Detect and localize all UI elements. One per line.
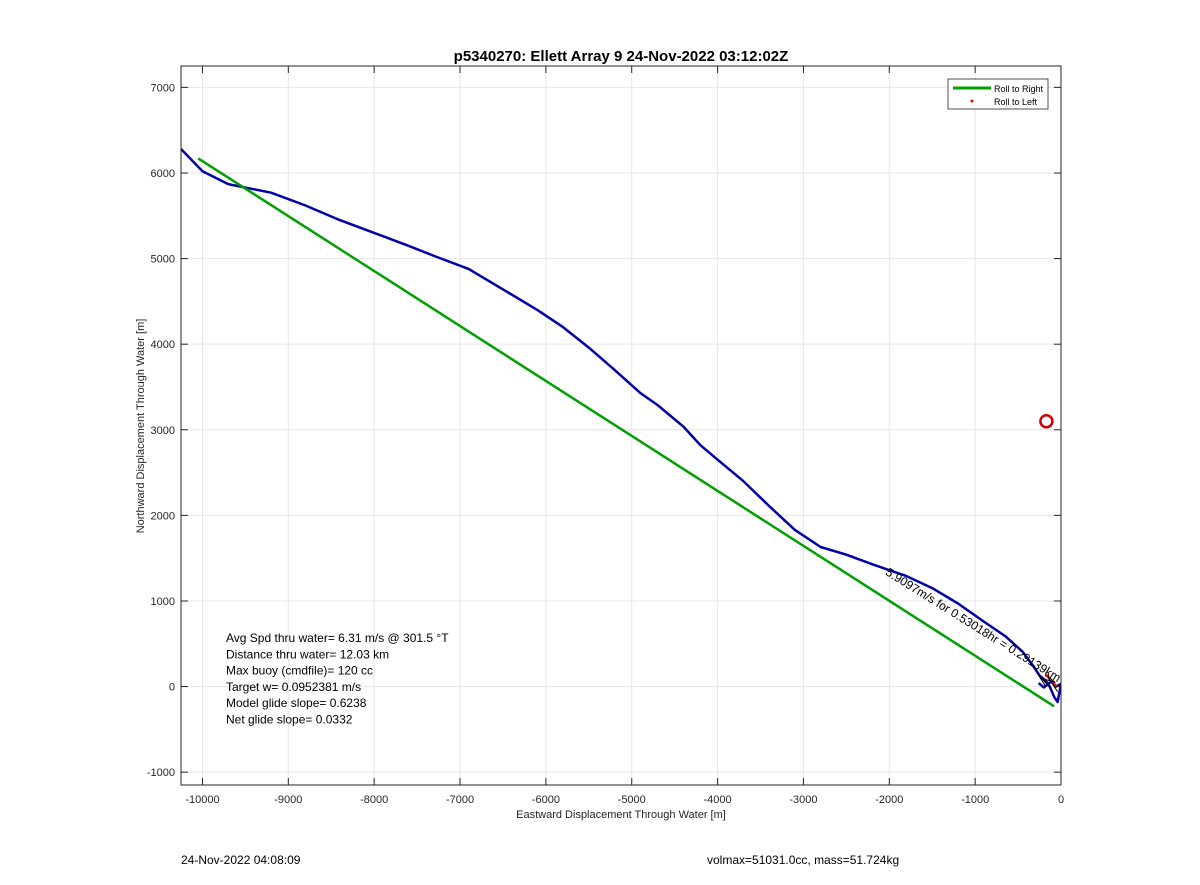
- x-tick-label: -5000: [618, 794, 646, 806]
- x-tick-label: -6000: [532, 794, 560, 806]
- x-tick-label: -2000: [875, 794, 903, 806]
- marker-circle: [1039, 413, 1054, 429]
- series-layer: [181, 148, 1061, 708]
- x-tick-label: -10000: [185, 794, 219, 806]
- summary-line: Avg Spd thru water= 6.31 m/s @ 301.5 °T: [226, 631, 449, 645]
- y-tick-label: 4000: [151, 339, 175, 351]
- chart-title: p5340270: Ellett Array 9 24-Nov-2022 03:…: [454, 48, 789, 65]
- x-axis-label: Eastward Displacement Through Water [m]: [516, 809, 726, 821]
- x-tick-label: -4000: [704, 794, 732, 806]
- y-tick-label: 2000: [151, 510, 175, 522]
- axis-ticks: -10000 -9000 -8000 -7000 -6000 -5000 -4000 -300…: [147, 66, 1064, 806]
- y-tick-label: 7000: [151, 82, 175, 94]
- series-line-3: [1036, 672, 1059, 692]
- legend: Roll to Right Roll to Left: [947, 78, 1049, 110]
- summary-line: Target w= 0.0952381 m/s: [226, 680, 361, 694]
- y-tick-label: 1000: [151, 596, 175, 608]
- y-tick-label: 0: [169, 682, 175, 694]
- y-tick-label: -1000: [147, 767, 175, 779]
- y-axis-label: Northward Displacement Through Water [m]: [135, 319, 147, 534]
- y-tick-label: 3000: [151, 425, 175, 437]
- summary-line: Distance thru water= 12.03 km: [226, 647, 389, 661]
- summary-line: Max buoy (cmdfile)= 120 cc: [226, 664, 373, 678]
- y-tick-label: 5000: [151, 254, 175, 266]
- y-tick-label: 6000: [151, 168, 175, 180]
- x-tick-label: 0: [1058, 794, 1064, 806]
- legend-box: [947, 78, 1049, 110]
- footer-info: volmax=51031.0cc, mass=51.724kg: [707, 853, 900, 867]
- summary-line: Net glide slope= 0.0332: [226, 713, 353, 727]
- x-tick-label: -8000: [360, 794, 388, 806]
- series-line-1: [197, 157, 1055, 708]
- footer-timestamp: 24-Nov-2022 04:08:09: [181, 853, 301, 867]
- annotation-group: 5.9097m/s for 0.53018hr = 0.29139km Avg S…: [226, 565, 1063, 727]
- legend-label: Roll to Left: [994, 97, 1038, 107]
- x-tick-label: -7000: [446, 794, 474, 806]
- rotated-segment-annotation: 5.9097m/s for 0.53018hr = 0.29139km: [883, 565, 1063, 685]
- summary-line: Model glide slope= 0.6238: [226, 696, 367, 710]
- x-tick-label: -9000: [274, 794, 302, 806]
- axes-frame: [180, 65, 1062, 786]
- legend-swatch-dot: [970, 99, 974, 103]
- x-tick-label: -3000: [789, 794, 817, 806]
- x-tick-label: -1000: [961, 794, 989, 806]
- legend-label: Roll to Right: [994, 84, 1044, 94]
- plot-area: [181, 148, 1061, 708]
